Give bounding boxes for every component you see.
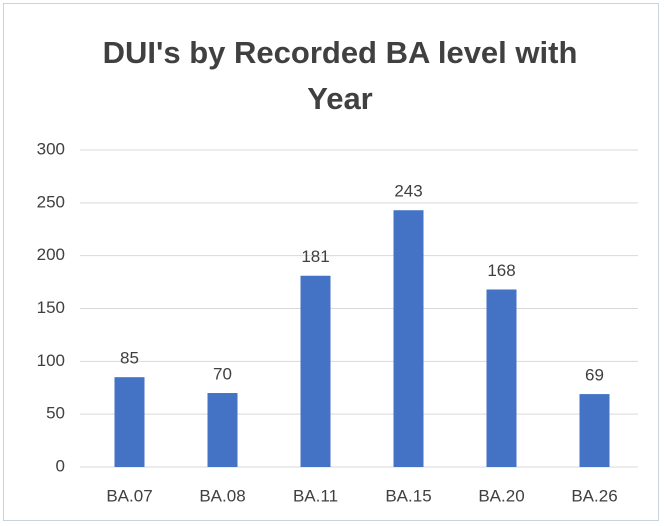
- x-tick-label: BA.15: [385, 486, 431, 505]
- x-tick-label: BA.26: [571, 486, 617, 505]
- y-tick-label: 50: [46, 404, 65, 423]
- y-tick-label: 250: [37, 192, 65, 211]
- x-tick-label: BA.07: [106, 486, 152, 505]
- bar: [300, 275, 331, 467]
- y-tick-label: 200: [37, 245, 65, 264]
- bar: [207, 393, 238, 467]
- data-label: 85: [120, 349, 139, 368]
- data-label: 70: [213, 365, 232, 384]
- data-label: 168: [487, 261, 515, 280]
- y-tick-label: 300: [37, 139, 65, 158]
- data-label: 243: [394, 182, 422, 201]
- data-label: 69: [585, 366, 604, 385]
- x-tick-label: BA.08: [199, 486, 245, 505]
- data-label: 181: [301, 247, 329, 266]
- bar: [393, 210, 424, 468]
- bar: [114, 377, 145, 467]
- chart-frame: [3, 3, 659, 521]
- x-tick-label: BA.11: [293, 486, 338, 505]
- bar: [579, 394, 610, 467]
- bar: [486, 289, 517, 467]
- y-tick-label: 100: [37, 351, 65, 370]
- y-tick-label: 150: [37, 298, 65, 317]
- chart-title: DUI's by Recorded BA level with Year: [102, 35, 578, 116]
- y-tick-label: 0: [56, 456, 65, 475]
- x-tick-label: BA.20: [478, 486, 524, 505]
